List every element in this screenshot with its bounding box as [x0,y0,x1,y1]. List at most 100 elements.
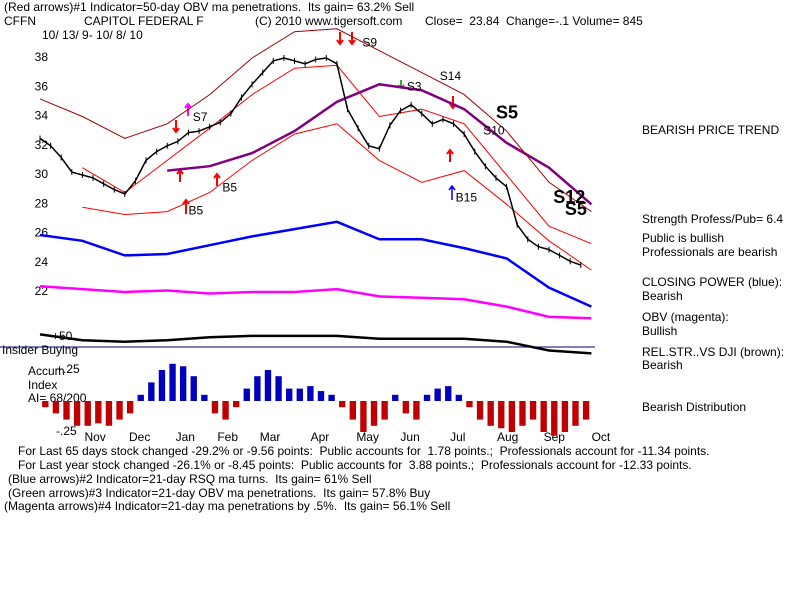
accum-bar [116,401,123,420]
accum-bar [42,401,49,408]
accum-bar [551,401,558,436]
accum-bar [63,401,70,420]
copyright: (C) 2010 www.tigersoft.com [255,14,402,28]
side-text: Strength Profess/Pub= 6.4 [642,212,783,226]
x-tick-label: Jan [176,430,195,444]
left-label: Insider Buying [2,343,78,357]
accum-bar [148,382,155,401]
ticker: CFFN [4,14,36,28]
accum-bar [232,401,240,408]
accum-bar [296,388,303,401]
signal-label: S7 [193,110,208,124]
accum-bar [73,401,81,426]
accum-bar [360,401,367,432]
accum-bar [466,401,473,408]
accum-bar [476,401,484,420]
indicator-line [39,333,592,355]
y-tick-label: 24 [35,255,49,269]
accum-bar [381,401,388,420]
x-tick-label: Nov [84,430,105,444]
signal-label: S12 [553,187,585,207]
accum-bar [529,401,537,420]
footer-text: For Last 65 days stock changed -29.2% or… [18,444,710,458]
side-text: Bullish [642,324,677,338]
accum-bar [52,401,60,414]
accum-bar [84,401,91,426]
accum-bar [328,394,335,401]
side-text: CLOSING POWER (blue): [642,275,782,289]
x-tick-label: Jun [400,430,419,444]
accum-bar [540,401,547,432]
accum-bar [434,388,441,401]
footer-text: For Last year stock changed -26.1% or -8… [18,458,692,472]
left-label: Index [28,378,57,392]
accum-bar [423,394,431,401]
y-tick-label: -.25 [56,424,77,438]
signal-label: S14 [440,69,462,83]
y-tick-label: 30 [35,167,49,181]
side-text: BEARISH PRICE TREND [642,123,779,137]
accum-bar [392,394,399,401]
date-range: 10/ 13/ 9- 10/ 8/ 10 [42,28,143,42]
accum-bar [243,388,250,401]
accum-bar [158,370,166,401]
accum-bar [275,376,282,401]
accum-bar [169,363,176,401]
side-text: Bearish [642,358,683,372]
side-text: OBV (magenta): [642,310,729,324]
side-text: Public is bullish [642,231,724,245]
company: CAPITOL FEDERAL F [84,14,204,28]
left-label: Accum [28,364,65,378]
indicator-line [167,83,593,206]
x-tick-label: Feb [217,430,238,444]
y-tick-label: 34 [35,109,49,123]
signal-label: S10 [483,123,505,137]
accum-bar [445,386,452,401]
accum-bar [254,376,261,401]
accum-bar [286,388,293,401]
accum-bar [349,401,356,420]
x-tick-label: Jul [450,430,465,444]
accum-bar [582,401,590,420]
accum-bar [211,401,219,414]
y-tick-label: 28 [35,196,49,210]
accum-bar [201,394,208,401]
accum-bar [264,370,272,401]
accum-bar [519,401,526,426]
footer-text: (Blue arrows)#2 Indicator=21-day RSQ ma … [8,472,372,486]
side-text: Bearish Distribution [642,400,746,414]
accum-bar [572,401,579,426]
accum-bar [561,401,569,432]
y-tick-label: +.25 [56,362,80,376]
indicator-line [39,284,592,320]
accum-bar [455,394,463,401]
accum-bar [222,401,229,420]
side-text: REL.STR..VS DJI (brown): [642,345,784,359]
signal-label: S9 [362,36,377,50]
price-line [39,57,582,266]
signal-label: B5 [188,204,203,218]
x-tick-label: Oct [592,430,611,444]
accum-bar [307,386,314,401]
indicator-line [39,220,592,308]
x-tick-label: Sep [544,430,566,444]
side-text: Bearish [642,289,683,303]
accum-bar [317,391,325,401]
indicator-line [82,123,592,271]
signal-arrow [448,184,456,200]
side-text: Professionals are bearish [642,245,777,259]
indicator-text: (Red arrows)#1 Indicator=50-day OBV ma p… [4,0,414,14]
accum-bar [179,366,187,401]
accum-bar [126,401,134,414]
x-tick-label: Mar [260,430,281,444]
accum-bar [95,401,102,424]
y-tick-label: 38 [35,50,49,64]
signal-label: S5 [565,199,587,219]
accum-bar [498,401,505,429]
accum-bar [508,401,516,432]
footer-text: (Green arrows)#3 Indicator=21-day OBV ma… [8,486,430,500]
indicator-line [39,28,592,213]
accum-bar [402,401,410,414]
footer-text: (Magenta arrows)#4 Indicator=21-day ma p… [4,499,450,513]
